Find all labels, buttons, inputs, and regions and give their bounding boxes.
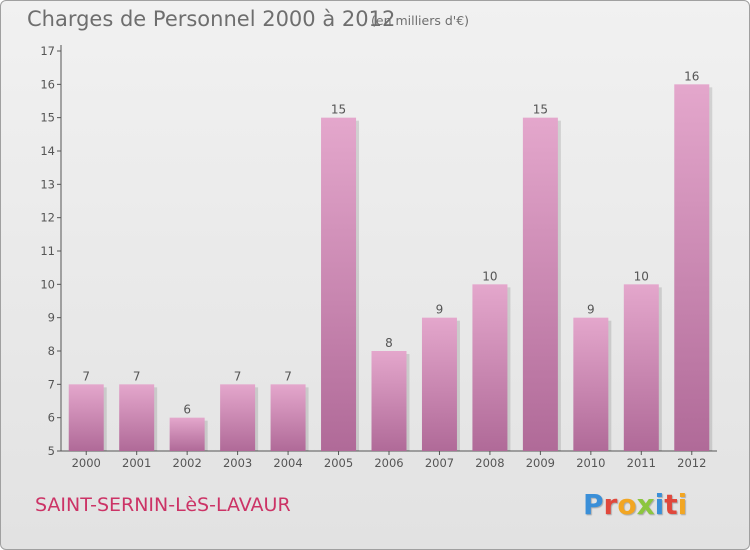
x-tick-label: 2005 <box>324 456 353 470</box>
x-tick-label: 2008 <box>475 456 504 470</box>
bar <box>421 317 457 451</box>
x-tick-label: 2004 <box>273 456 302 470</box>
x-tick-label: 2003 <box>223 456 252 470</box>
bar <box>522 117 558 452</box>
y-tick-label: 15 <box>40 111 55 125</box>
y-tick-label: 14 <box>40 144 55 158</box>
data-label: 16 <box>684 69 699 83</box>
y-tick-label: 10 <box>40 277 55 291</box>
data-label: 8 <box>385 336 393 350</box>
data-label: 7 <box>284 369 292 383</box>
logo-letter: i <box>677 488 688 521</box>
logo-letter: P <box>583 488 604 521</box>
bar <box>119 384 155 451</box>
bar <box>321 117 357 452</box>
x-tick-label: 2010 <box>576 456 605 470</box>
bar <box>623 284 659 451</box>
y-tick-label: 13 <box>40 177 55 191</box>
logo-letter: t <box>664 488 678 521</box>
y-tick-label: 8 <box>48 344 55 358</box>
bar <box>169 417 205 451</box>
logo-letter: i <box>654 488 665 521</box>
y-tick-label: 11 <box>40 244 55 258</box>
data-label: 9 <box>436 303 444 317</box>
y-tick-label: 6 <box>48 411 55 425</box>
x-tick-label: 2011 <box>627 456 656 470</box>
x-tick-label: 2002 <box>173 456 202 470</box>
commune-name: SAINT-SERNIN-LèS-LAVAUR <box>35 494 291 516</box>
y-tick-label: 17 <box>40 44 55 58</box>
bar <box>674 84 710 451</box>
y-tick-label: 9 <box>48 311 55 325</box>
bar <box>573 317 609 451</box>
bar <box>220 384 256 451</box>
bar <box>472 284 508 451</box>
x-tick-label: 2006 <box>374 456 403 470</box>
data-label: 7 <box>133 369 141 383</box>
chart-subtitle: (en milliers d'€) <box>371 13 470 28</box>
logo-letter: r <box>603 488 618 521</box>
data-label: 15 <box>533 103 548 117</box>
x-tick-label: 2000 <box>72 456 101 470</box>
bar <box>371 351 407 451</box>
data-label: 9 <box>587 303 595 317</box>
y-tick-label: 7 <box>48 377 55 391</box>
chart-title: Charges de Personnel 2000 à 2012 <box>27 7 396 31</box>
x-tick-label: 2001 <box>122 456 151 470</box>
data-label: 6 <box>183 403 191 417</box>
data-label: 10 <box>482 269 497 283</box>
y-tick-label: 12 <box>40 211 55 225</box>
y-tick-label: 16 <box>40 77 55 91</box>
data-label: 15 <box>331 103 346 117</box>
x-tick-label: 2007 <box>425 456 454 470</box>
data-label: 10 <box>634 269 649 283</box>
x-tick-label: 2009 <box>526 456 555 470</box>
logo-letter: x <box>636 488 655 521</box>
bar <box>270 384 306 451</box>
bar <box>68 384 104 451</box>
data-label: 7 <box>234 369 242 383</box>
data-label: 7 <box>82 369 90 383</box>
x-tick-label: 2012 <box>677 456 706 470</box>
logo-letter: o <box>617 488 637 521</box>
proxiti-logo: Proxiti <box>583 488 687 521</box>
y-tick-label: 5 <box>48 444 55 458</box>
